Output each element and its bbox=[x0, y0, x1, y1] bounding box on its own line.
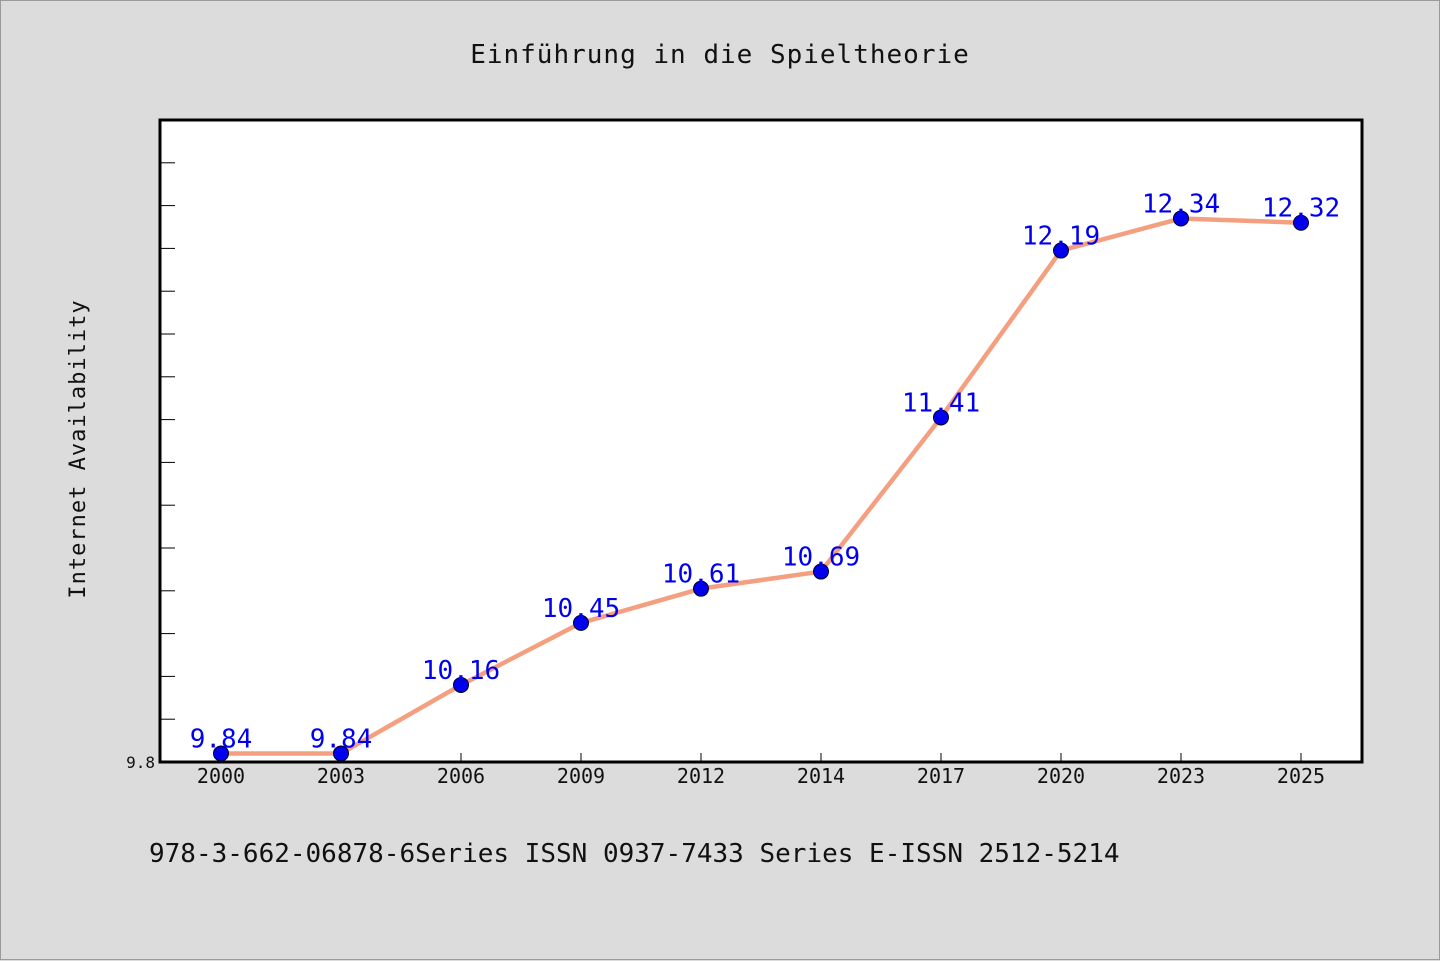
data-label: 10.45 bbox=[542, 594, 620, 624]
data-labels: 9.84 9.84 10.16 10.45 10.61 10.69 11.41 12.19 12… bbox=[190, 189, 1340, 754]
x-tick-label: 2006 bbox=[437, 764, 485, 788]
data-point bbox=[693, 580, 709, 597]
data-point bbox=[1173, 210, 1189, 227]
y-axis-label: Internet Availability bbox=[66, 299, 91, 598]
data-label: 12.34 bbox=[1142, 189, 1220, 219]
data-point bbox=[813, 563, 829, 580]
data-label: 10.61 bbox=[662, 560, 740, 590]
data-label: 9.84 bbox=[190, 724, 253, 754]
data-point bbox=[1293, 214, 1309, 231]
data-label: 12.32 bbox=[1262, 194, 1340, 224]
x-tick-label: 2009 bbox=[557, 764, 605, 788]
footer-isbn-issn: 978-3-662-06878-6Series ISSN 0937-7433 S… bbox=[149, 839, 1120, 869]
x-tick-label: 2012 bbox=[677, 764, 725, 788]
series-line bbox=[218, 216, 1304, 756]
data-point bbox=[453, 676, 469, 693]
x-tick-label: 2025 bbox=[1277, 764, 1325, 788]
data-label: 12.19 bbox=[1022, 222, 1100, 252]
x-tick-label: 2003 bbox=[317, 764, 365, 788]
data-point bbox=[213, 745, 229, 762]
series-markers bbox=[213, 210, 1309, 762]
data-label: 9.84 bbox=[310, 724, 373, 754]
x-tick-label: 2017 bbox=[917, 764, 965, 788]
series-lines bbox=[218, 216, 1304, 756]
chart-title: Einführung in die Spieltheorie bbox=[470, 40, 970, 70]
x-tick-label: 2020 bbox=[1037, 764, 1085, 788]
data-point bbox=[333, 745, 349, 762]
x-tick-label: 2000 bbox=[197, 764, 245, 788]
data-label: 11.41 bbox=[902, 388, 980, 418]
data-point bbox=[933, 409, 949, 426]
data-label: 10.69 bbox=[782, 543, 860, 573]
data-point bbox=[1053, 242, 1069, 259]
x-tick-label: 2014 bbox=[797, 764, 845, 788]
data-label: 10.16 bbox=[422, 656, 500, 686]
y-axis-ticks: 9.8 bbox=[126, 119, 175, 772]
plot-area bbox=[158, 118, 1364, 764]
y-tick-label: 9.8 bbox=[126, 753, 155, 772]
x-tick-label: 2023 bbox=[1157, 764, 1205, 788]
data-point bbox=[573, 614, 589, 631]
